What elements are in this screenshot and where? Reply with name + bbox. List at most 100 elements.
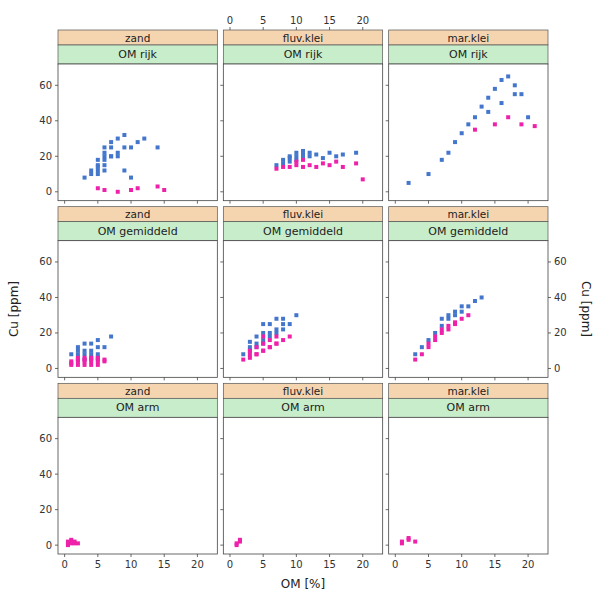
point <box>294 154 298 158</box>
x-tick <box>428 554 429 557</box>
x-tick-label: 5 <box>95 559 101 570</box>
y-axis-label: Cu [ppm] <box>579 281 593 337</box>
x-tick <box>263 27 264 30</box>
x-tick <box>461 201 462 204</box>
title: OM arm <box>116 401 159 414</box>
subtitle: zand <box>125 208 150 220</box>
x-tick-label: 0 <box>227 559 233 570</box>
y-tick <box>386 85 389 86</box>
point <box>255 352 259 356</box>
point <box>513 83 517 87</box>
point <box>281 317 285 321</box>
point <box>453 313 457 317</box>
x-tick <box>395 554 396 557</box>
point <box>486 96 490 100</box>
point <box>96 165 100 169</box>
point <box>96 172 100 176</box>
point <box>480 295 484 299</box>
point <box>420 352 424 356</box>
panel: mar.kleiOM arm05101520 <box>386 383 548 570</box>
point <box>83 349 87 353</box>
point <box>506 115 510 119</box>
x-tick <box>197 554 198 557</box>
title: OM gemiddeld <box>98 225 178 238</box>
point <box>281 165 285 169</box>
point <box>116 137 120 141</box>
x-tick-label: 5 <box>425 559 431 570</box>
points <box>235 538 242 547</box>
point <box>453 320 457 324</box>
points <box>241 313 298 361</box>
x-tick <box>428 377 429 380</box>
x-tick <box>131 201 132 204</box>
title-band <box>389 398 548 417</box>
point <box>96 158 100 162</box>
point <box>281 338 285 342</box>
points <box>69 335 113 367</box>
point <box>268 331 272 335</box>
point <box>238 538 242 542</box>
x-tick <box>197 201 198 204</box>
y-tick-label: 0 <box>46 186 52 197</box>
point <box>301 149 305 153</box>
x-tick-label: 20 <box>191 559 204 570</box>
point <box>288 335 292 339</box>
x-tick-label: 15 <box>489 559 502 570</box>
point <box>440 324 444 328</box>
panel: fluv.kleiOM rijk05101520 <box>220 15 382 204</box>
point <box>96 358 100 362</box>
point <box>493 122 497 126</box>
point <box>261 322 265 326</box>
plot-frame <box>223 64 382 201</box>
point <box>500 101 504 105</box>
y-tick <box>386 191 389 192</box>
x-tick <box>263 377 264 380</box>
y-tick <box>386 120 389 121</box>
y-tick <box>220 297 223 298</box>
point <box>122 168 126 172</box>
point <box>294 163 298 167</box>
point <box>274 331 278 335</box>
y-tick <box>220 191 223 192</box>
subtitle-band <box>389 30 548 45</box>
panel: zandOM gemiddeld0204060 <box>39 207 217 381</box>
point <box>321 161 325 165</box>
point <box>328 151 332 155</box>
x-tick <box>164 377 165 380</box>
point <box>96 352 100 356</box>
point <box>136 140 140 144</box>
point <box>354 161 358 165</box>
point <box>109 154 113 158</box>
x-tick <box>229 377 230 380</box>
title-band <box>223 222 382 241</box>
point <box>261 335 265 339</box>
y-tick <box>386 156 389 157</box>
point <box>453 140 457 144</box>
x-tick <box>229 27 230 30</box>
y-tick <box>386 545 389 546</box>
x-tick <box>494 201 495 204</box>
point <box>308 163 312 167</box>
point <box>129 145 133 149</box>
point <box>89 172 93 176</box>
x-tick-label: 10 <box>290 559 303 570</box>
point <box>102 168 106 172</box>
title: OM rijk <box>449 48 488 61</box>
x-tick <box>362 377 363 380</box>
subtitle: fluv.klei <box>283 32 323 44</box>
x-tick-label: 10 <box>455 559 468 570</box>
point <box>446 327 450 331</box>
y-tick <box>548 332 551 333</box>
subtitle: zand <box>125 32 150 44</box>
point <box>248 352 252 356</box>
x-tick-label: 5 <box>260 559 266 570</box>
y-tick <box>55 332 58 333</box>
x-tick <box>461 554 462 557</box>
point <box>274 317 278 321</box>
point <box>288 154 292 158</box>
title-band <box>389 222 548 241</box>
point <box>361 177 365 181</box>
point <box>248 356 252 360</box>
point <box>281 322 285 326</box>
point <box>466 313 470 317</box>
